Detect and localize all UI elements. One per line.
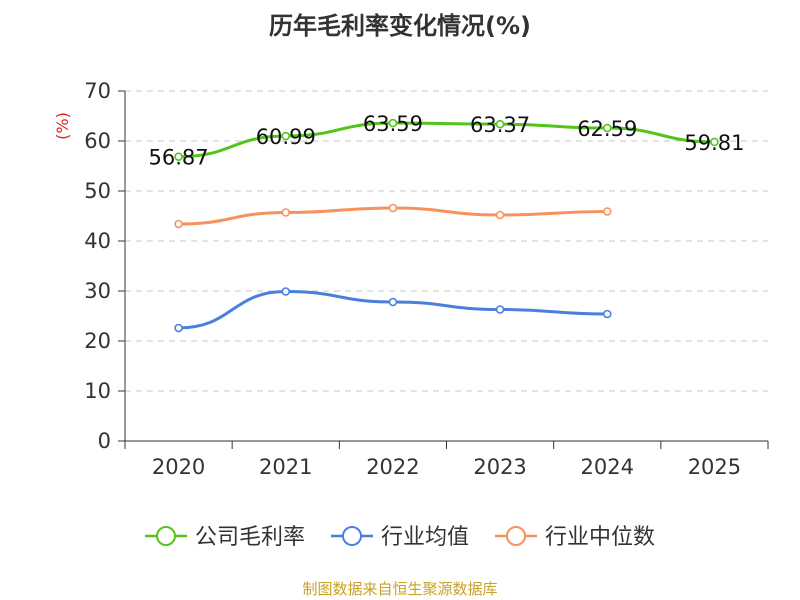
data-label: 62.59 <box>577 117 637 141</box>
x-tick-label: 2025 <box>688 455 741 479</box>
data-point <box>602 309 612 319</box>
data-label: 56.87 <box>149 146 209 170</box>
data-point <box>281 131 291 141</box>
x-tick-label: 2024 <box>581 455 634 479</box>
data-point <box>174 323 183 333</box>
legend-marker <box>342 526 362 546</box>
data-label: 59.81 <box>684 131 744 155</box>
data-point <box>281 208 291 217</box>
x-tick-label: 2020 <box>152 455 205 479</box>
data-point <box>495 210 505 220</box>
legend: 公司毛利率 行业均值 行业中位数 <box>145 525 655 550</box>
data-point <box>602 207 612 216</box>
y-tick-label: 0 <box>98 429 111 453</box>
data-point <box>495 305 505 314</box>
legend-label: 行业均值 <box>381 525 469 550</box>
source-note: 制图数据来自恒生聚源数据库 <box>302 580 498 598</box>
y-tick-label: 40 <box>84 229 111 253</box>
legend-marker <box>506 526 526 546</box>
legend-label: 公司毛利率 <box>195 525 305 550</box>
y-axis-label: (%) <box>53 112 72 140</box>
legend-label: 行业中位数 <box>545 525 655 550</box>
data-label: 63.59 <box>363 112 423 136</box>
data-point <box>388 118 398 128</box>
x-tick-label: 2021 <box>259 455 312 479</box>
data-point <box>388 297 398 307</box>
grid-lines <box>125 90 768 392</box>
series-line <box>178 289 608 330</box>
series-line <box>178 121 715 159</box>
data-point <box>174 219 183 229</box>
axes: 0 10 20 30 40 50 60 70 2020 2021 2022 2023 2024 2025 <box>84 79 769 479</box>
chart-title: 历年毛利率变化情况(%) <box>269 12 531 40</box>
series-lines <box>174 118 719 333</box>
data-point <box>495 119 505 129</box>
y-tick-label: 60 <box>84 129 111 153</box>
data-labels: 56.87 60.99 63.59 63.37 62.59 59.81 <box>149 112 745 170</box>
y-tick-label: 10 <box>84 379 111 403</box>
data-point <box>174 152 183 161</box>
data-point <box>710 137 719 147</box>
legend-marker <box>156 526 176 546</box>
data-label: 60.99 <box>256 125 316 149</box>
y-tick-label: 30 <box>84 279 111 303</box>
y-tick-label: 20 <box>84 329 111 353</box>
data-point <box>281 287 291 296</box>
x-tick-label: 2022 <box>366 455 419 479</box>
y-tick-label: 70 <box>84 79 111 103</box>
y-tick-label: 50 <box>84 179 111 203</box>
data-point <box>388 203 398 213</box>
x-tick-label: 2023 <box>473 455 526 479</box>
data-label: 63.37 <box>470 113 530 137</box>
data-point <box>602 123 612 133</box>
